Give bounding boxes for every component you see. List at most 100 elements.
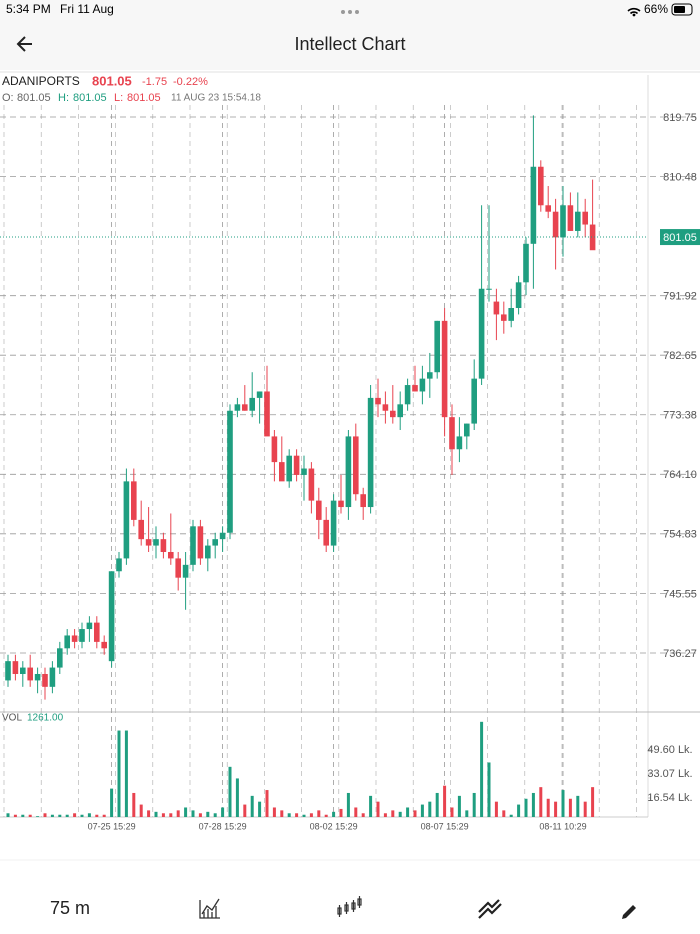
- change-pct: -0.22%: [173, 76, 208, 88]
- candle-body: [108, 571, 115, 662]
- volume-bar: [361, 813, 365, 817]
- volume-bar: [539, 787, 543, 817]
- volume-bar: [494, 801, 498, 817]
- multitask-dots: [341, 10, 359, 14]
- candle-body: [64, 635, 70, 649]
- x-tick-label: 08-07 15:29: [421, 821, 469, 831]
- x-tick-label: 07-25 15:29: [88, 821, 136, 831]
- candle-body: [27, 667, 33, 681]
- volume-bar: [457, 795, 461, 817]
- current-price-badge: [660, 229, 700, 246]
- candle-body: [20, 667, 26, 674]
- candle-body: [256, 391, 263, 398]
- volume-bar: [302, 814, 306, 817]
- volume-bar: [561, 790, 565, 817]
- y-tick-label: 754.83: [663, 529, 697, 541]
- candle-body: [286, 455, 292, 482]
- candle-body: [582, 211, 588, 225]
- volume-bar: [583, 801, 587, 817]
- indicator-button[interactable]: [199, 898, 220, 919]
- candle-body: [316, 500, 322, 520]
- battery-level: [674, 6, 685, 13]
- candle-body: [567, 205, 574, 231]
- candle-body: [160, 539, 167, 552]
- volume-bar: [383, 813, 387, 817]
- x-tick-label: 08-02 15:29: [310, 821, 358, 831]
- volume-bar: [443, 785, 447, 817]
- volume-bar: [287, 813, 291, 817]
- volume-bar: [80, 814, 84, 817]
- volume-bar: [184, 807, 188, 817]
- candle-body: [552, 211, 559, 238]
- chart: 07-25 15:29 07-28 15:29 08-02 15:29 08-07 1…: [0, 75, 700, 831]
- volume-bar: [502, 810, 506, 817]
- volume-bar: [6, 813, 10, 817]
- volume-bar: [480, 721, 484, 817]
- draw-button[interactable]: [622, 905, 636, 919]
- candle-body: [589, 224, 596, 251]
- chart-type-button[interactable]: [337, 896, 362, 917]
- y-tick-label: 782.65: [663, 350, 697, 362]
- volume-bar: [169, 813, 173, 817]
- y-tick-label: 791.92: [663, 291, 697, 303]
- candle-body: [404, 385, 411, 405]
- volume-bar: [554, 801, 558, 817]
- interval-button[interactable]: 75 m: [50, 898, 90, 918]
- volume-bar: [110, 788, 114, 817]
- volume-bar: [420, 804, 424, 817]
- current-price-label: 801.05: [663, 232, 697, 244]
- volume-bar: [339, 808, 343, 817]
- volume-bar: [43, 813, 47, 817]
- volume-bar: [65, 814, 69, 817]
- back-button[interactable]: [16, 36, 32, 52]
- volume-bar: [346, 792, 350, 817]
- volume-bar: [139, 804, 143, 817]
- timestamp: 11 AUG 23 15:54.18: [171, 93, 261, 104]
- last-price: 801.05: [92, 73, 132, 88]
- candle-body: [293, 455, 300, 475]
- candle-body: [434, 320, 440, 373]
- candle-body: [478, 288, 485, 379]
- candle-body: [456, 436, 463, 450]
- volume-bar: [354, 807, 358, 817]
- candle-body: [197, 526, 204, 559]
- candle-body: [449, 417, 455, 450]
- candle-body: [219, 532, 226, 540]
- candle-body: [464, 423, 470, 437]
- volume-bar: [487, 762, 491, 817]
- candle-body: [71, 635, 78, 642]
- volume-label: VOL: [2, 713, 22, 724]
- candle-body: [515, 282, 522, 309]
- candle-body: [205, 545, 211, 559]
- y-tick-label: 764.10: [663, 469, 697, 481]
- volume-bar: [147, 810, 151, 817]
- candle-body: [123, 481, 130, 559]
- volume-bar: [272, 807, 276, 817]
- compare-button[interactable]: [478, 899, 502, 919]
- candle-body: [86, 622, 93, 630]
- candle-body: [116, 558, 122, 572]
- volume-bar: [124, 730, 128, 817]
- candle-body: [249, 397, 255, 411]
- candle-body: [367, 397, 374, 508]
- candle-body: [242, 404, 248, 411]
- low-value: 801.05: [127, 92, 161, 104]
- volume-bar: [465, 810, 469, 817]
- candle-body: [145, 539, 152, 546]
- candle-body: [301, 468, 307, 475]
- volume-bar: [280, 810, 284, 817]
- candle-body: [508, 308, 514, 321]
- volume-tick-label: 33.07 Lk.: [647, 768, 692, 780]
- candle-body: [330, 500, 337, 546]
- candle-body: [94, 622, 100, 642]
- volume-bar: [531, 792, 535, 817]
- volume-bar: [376, 801, 380, 817]
- volume-bar: [21, 814, 25, 817]
- open-label: O:: [2, 92, 14, 104]
- candle-body: [375, 397, 381, 405]
- volume-bar: [309, 813, 313, 817]
- candle-body: [227, 410, 233, 533]
- volume-bar: [176, 810, 180, 817]
- candle-body: [79, 629, 85, 642]
- volume-bar: [524, 798, 528, 817]
